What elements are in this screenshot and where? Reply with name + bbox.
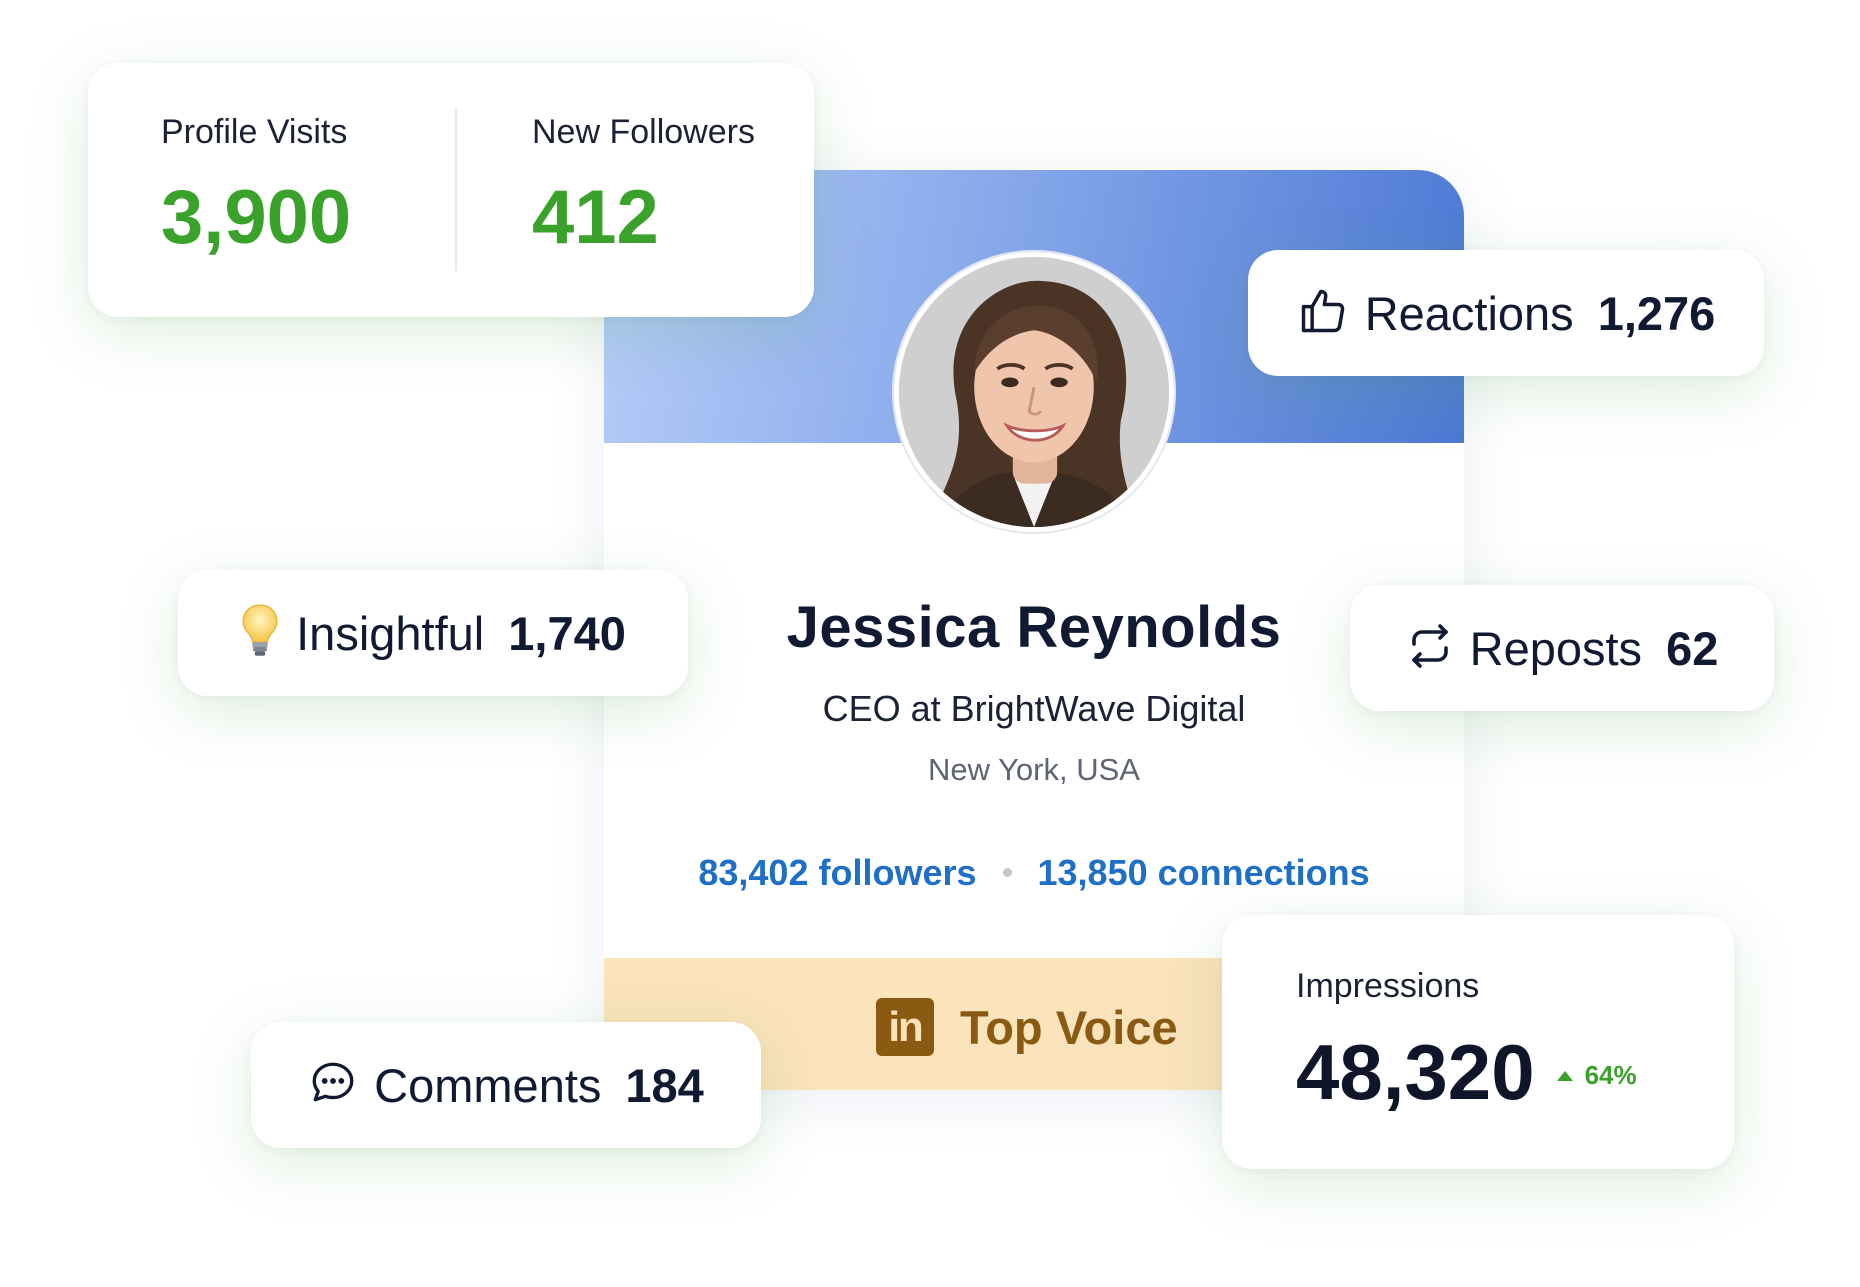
followers-link[interactable]: 83,402 followers — [698, 852, 977, 893]
thumbs-up-icon — [1297, 285, 1349, 342]
reactions-label: Reactions — [1364, 286, 1574, 340]
impressions-label: Impressions — [1296, 967, 1480, 1005]
insightful-value: 1,740 — [508, 606, 626, 660]
visits-followers-card: Profile Visits 3,900 New Followers 412 — [88, 63, 814, 317]
connections-link[interactable]: 13,850 connections — [1037, 852, 1370, 893]
trend-up-icon — [1556, 1070, 1573, 1081]
profile-visits-metric: Profile Visits 3,900 — [161, 113, 351, 261]
comment-icon — [308, 1058, 358, 1113]
avatar-image — [899, 257, 1169, 527]
impressions-trend: 64% — [1556, 1060, 1637, 1091]
reposts-label: Reposts — [1469, 621, 1643, 675]
new-followers-metric: New Followers 412 — [532, 113, 755, 261]
linkedin-icon: in — [876, 998, 934, 1056]
separator-dot — [1002, 867, 1012, 877]
reactions-value: 1,276 — [1597, 286, 1716, 340]
reposts-value: 62 — [1666, 621, 1719, 675]
new-followers-value: 412 — [532, 175, 659, 260]
impressions-change: 64% — [1584, 1060, 1637, 1090]
avatar[interactable] — [894, 252, 1174, 532]
insightful-label: Insightful — [296, 606, 485, 660]
impressions-row: 48,320 64% — [1296, 1027, 1637, 1118]
insightful-card: Insightful 1,740 — [178, 570, 688, 696]
reposts-card: Reposts 62 — [1350, 585, 1774, 711]
new-followers-label: New Followers — [532, 113, 755, 151]
profile-headline: CEO at BrightWave Digital — [822, 688, 1246, 729]
badge-label: Top Voice — [960, 1000, 1178, 1054]
comments-label: Comments — [374, 1058, 602, 1112]
reactions-card: Reactions 1,276 — [1248, 250, 1764, 376]
profile-visits-label: Profile Visits — [161, 113, 348, 151]
comments-card: Comments 184 — [251, 1022, 761, 1148]
profile-visits-value: 3,900 — [161, 175, 352, 260]
comments-value: 184 — [625, 1058, 704, 1112]
profile-location: New York, USA — [928, 752, 1140, 787]
profile-name[interactable]: Jessica Reynolds — [786, 595, 1282, 660]
impressions-card: Impressions 48,320 64% — [1222, 915, 1734, 1169]
impressions-value: 48,320 — [1296, 1028, 1535, 1116]
lightbulb-icon — [240, 603, 280, 664]
repost-icon — [1406, 622, 1454, 675]
profile-network-stats: 83,402 followers 13,850 connections — [604, 852, 1464, 894]
metric-divider — [455, 109, 457, 271]
